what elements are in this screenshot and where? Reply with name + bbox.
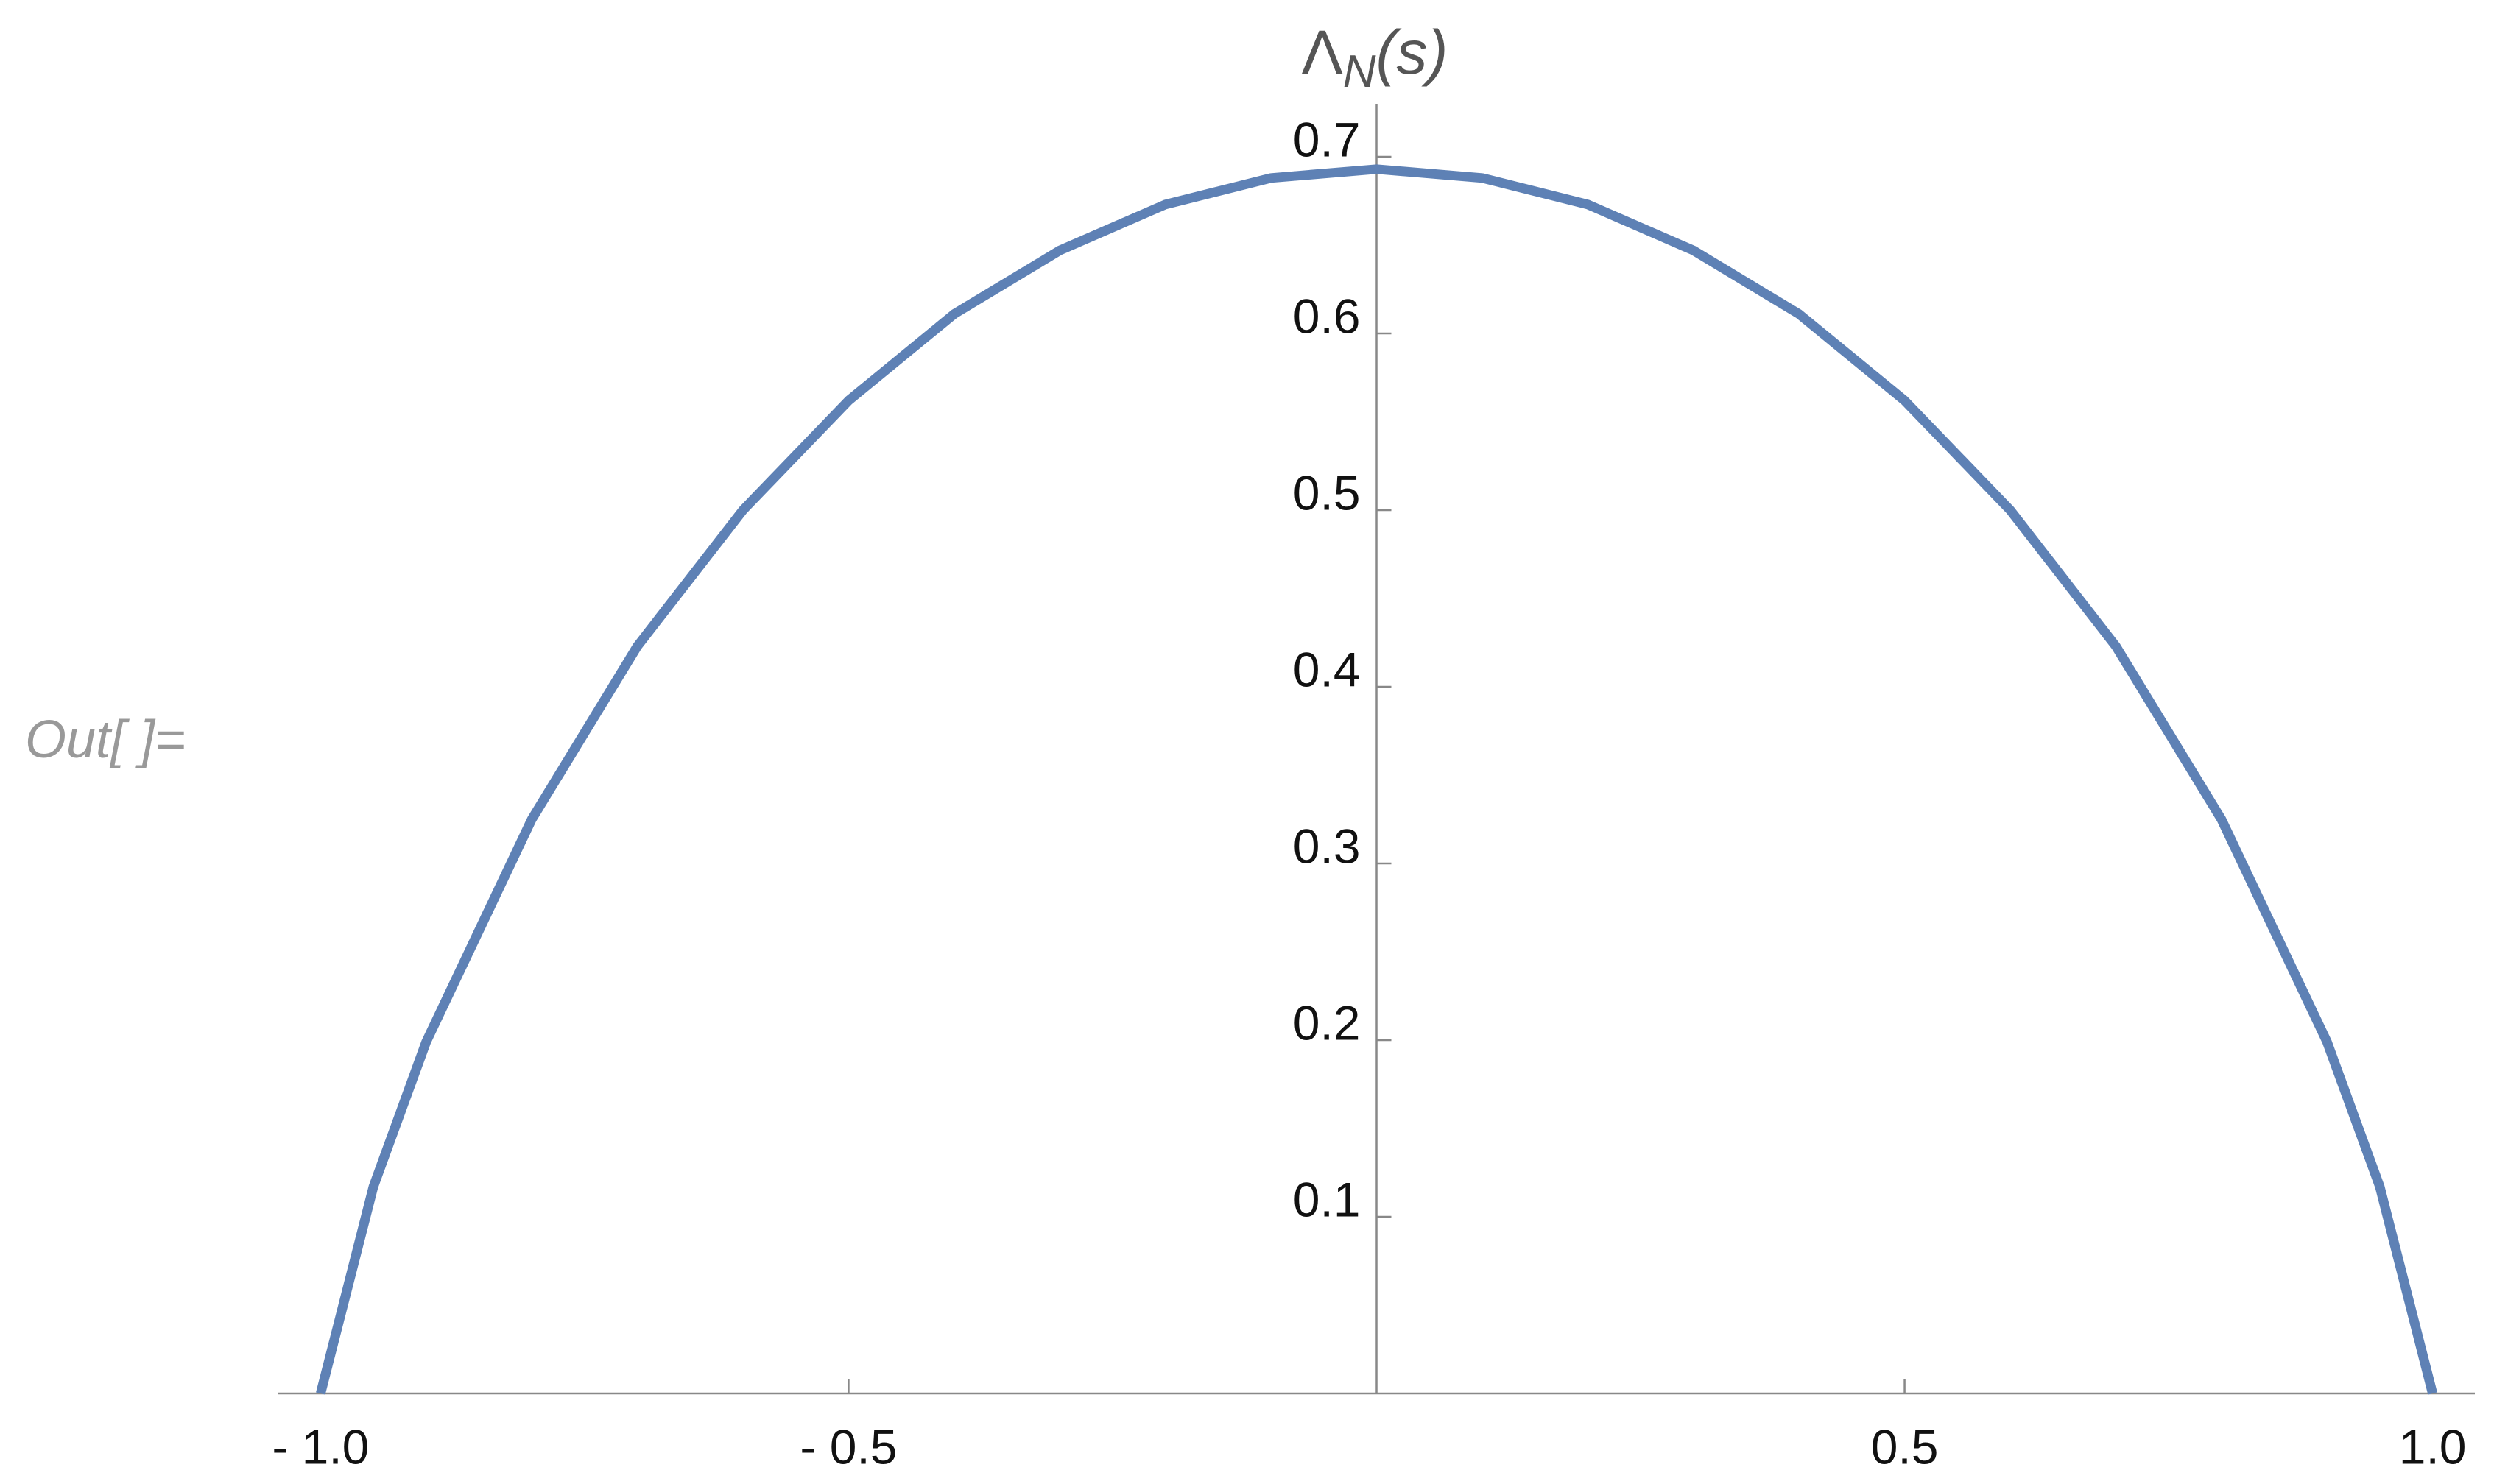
x-tick-label: 1.0 (2399, 1419, 2467, 1474)
y-tick-label: 0.4 (1293, 642, 1361, 696)
x-tick-label: - 0.5 (800, 1419, 897, 1474)
x-tick-label: - 1.0 (272, 1419, 369, 1474)
y-tick-label: 0.1 (1293, 1172, 1361, 1226)
y-tick-label: 0.5 (1293, 465, 1361, 520)
y-label-argument: (s) (1375, 18, 1448, 87)
y-tick-label: 0.2 (1293, 995, 1361, 1050)
y-axis-label: ΛN(s) (1302, 18, 1448, 97)
y-tick-label: 0.7 (1293, 112, 1361, 166)
y-tick-label: 0.6 (1293, 289, 1361, 343)
line-series (316, 164, 2437, 1395)
cell-label: Out[ ]= (25, 710, 186, 769)
x-tick-label: 0.5 (1871, 1419, 1939, 1474)
y-label-subscript: N (1343, 46, 1376, 97)
y-label-symbol: Λ (1302, 18, 1343, 87)
y-tick-label: 0.3 (1293, 819, 1361, 873)
